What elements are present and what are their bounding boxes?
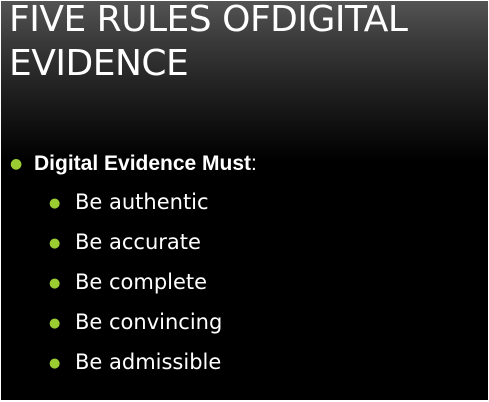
slide-title: FIVE RULES OFDIGITAL EVIDENCE bbox=[9, 1, 408, 84]
sub-bullet-item: ● Be admissible bbox=[49, 347, 222, 387]
sub-bullet-text: Be convincing bbox=[75, 310, 223, 334]
main-bullet: ● Digital Evidence Must: bbox=[10, 150, 257, 178]
sub-bullet-item: ● Be complete bbox=[49, 267, 222, 307]
bullet-dot-icon: ● bbox=[49, 316, 61, 331]
sub-bullet-text: Be admissible bbox=[75, 350, 222, 374]
bullet-dot-icon: ● bbox=[10, 156, 23, 172]
sub-bullet-text: Be complete bbox=[75, 270, 208, 294]
sub-bullet-text: Be authentic bbox=[75, 190, 209, 214]
sub-bullet-item: ● Be authentic bbox=[49, 187, 222, 227]
main-bullet-label: Digital Evidence Must bbox=[34, 152, 252, 175]
bullet-dot-icon: ● bbox=[49, 196, 61, 211]
main-bullet-colon: : bbox=[251, 152, 257, 175]
bullet-dot-icon: ● bbox=[49, 356, 61, 371]
sub-bullet-item: ● Be convincing bbox=[49, 307, 222, 347]
bullet-dot-icon: ● bbox=[49, 276, 61, 291]
sub-bullet-item: ● Be accurate bbox=[49, 227, 222, 267]
sub-bullet-text: Be accurate bbox=[75, 230, 201, 254]
sub-bullet-list: ● Be authentic ● Be accurate ● Be complete … bbox=[49, 187, 222, 387]
bullet-dot-icon: ● bbox=[49, 236, 61, 251]
